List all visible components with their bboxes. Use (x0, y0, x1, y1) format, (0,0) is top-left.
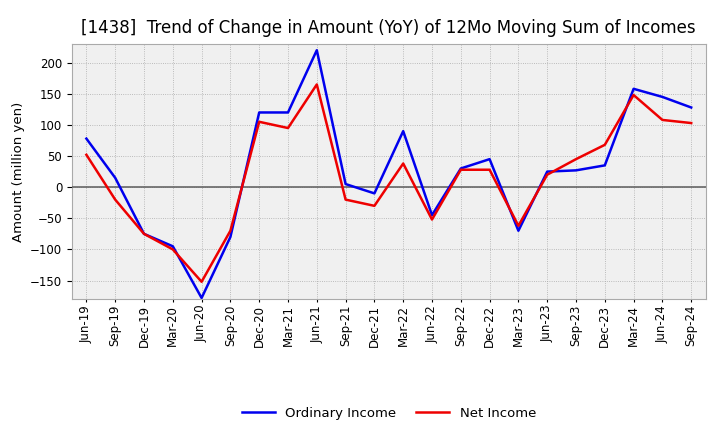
Ordinary Income (543, 169, 552, 174)
Ordinary Income (168, 244, 177, 249)
Net Income (572, 157, 580, 162)
Net Income (140, 231, 148, 236)
Net Income (111, 197, 120, 202)
Net Income (255, 119, 264, 125)
Net Income (687, 121, 696, 126)
Net Income (82, 152, 91, 158)
Net Income (600, 142, 609, 147)
Net Income (428, 217, 436, 222)
Net Income (197, 279, 206, 284)
Net Income (370, 203, 379, 209)
Ordinary Income (226, 235, 235, 240)
Ordinary Income (485, 157, 494, 162)
Ordinary Income (428, 213, 436, 218)
Ordinary Income (572, 168, 580, 173)
Net Income (168, 247, 177, 252)
Line: Ordinary Income: Ordinary Income (86, 50, 691, 298)
Net Income (284, 125, 292, 131)
Ordinary Income (629, 86, 638, 92)
Net Income (485, 167, 494, 172)
Ordinary Income (111, 175, 120, 180)
Ordinary Income (82, 136, 91, 141)
Ordinary Income (658, 94, 667, 99)
Legend: Ordinary Income, Net Income: Ordinary Income, Net Income (236, 402, 541, 425)
Ordinary Income (140, 231, 148, 236)
Ordinary Income (600, 163, 609, 168)
Net Income (312, 82, 321, 87)
Net Income (226, 228, 235, 233)
Ordinary Income (197, 295, 206, 301)
Net Income (456, 167, 465, 172)
Title: [1438]  Trend of Change in Amount (YoY) of 12Mo Moving Sum of Incomes: [1438] Trend of Change in Amount (YoY) o… (81, 19, 696, 37)
Ordinary Income (399, 128, 408, 134)
Ordinary Income (255, 110, 264, 115)
Ordinary Income (370, 191, 379, 196)
Ordinary Income (514, 228, 523, 233)
Net Income (629, 92, 638, 98)
Net Income (399, 161, 408, 166)
Ordinary Income (341, 181, 350, 187)
Net Income (543, 172, 552, 177)
Net Income (658, 117, 667, 123)
Ordinary Income (456, 166, 465, 171)
Ordinary Income (687, 105, 696, 110)
Y-axis label: Amount (million yen): Amount (million yen) (12, 102, 24, 242)
Net Income (514, 223, 523, 228)
Net Income (341, 197, 350, 202)
Line: Net Income: Net Income (86, 84, 691, 282)
Ordinary Income (284, 110, 292, 115)
Ordinary Income (312, 48, 321, 53)
